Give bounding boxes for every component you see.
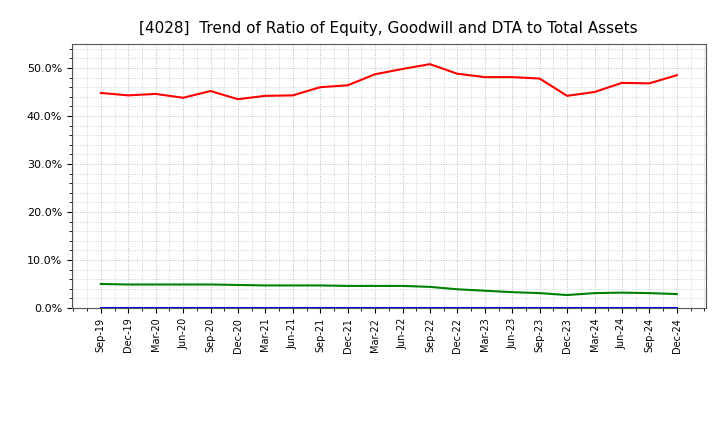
Deferred Tax Assets [206, 282, 215, 287]
Deferred Tax Assets [590, 290, 599, 296]
Equity [672, 73, 681, 78]
Goodwill [536, 305, 544, 311]
Equity [151, 91, 160, 96]
Goodwill [206, 305, 215, 311]
Deferred Tax Assets [124, 282, 132, 287]
Equity [124, 93, 132, 98]
Deferred Tax Assets [343, 283, 352, 289]
Goodwill [426, 305, 434, 311]
Equity [453, 71, 462, 77]
Deferred Tax Assets [151, 282, 160, 287]
Goodwill [398, 305, 407, 311]
Goodwill [233, 305, 242, 311]
Deferred Tax Assets [672, 291, 681, 297]
Deferred Tax Assets [289, 283, 297, 288]
Goodwill [261, 305, 270, 311]
Goodwill [151, 305, 160, 311]
Deferred Tax Assets [563, 293, 572, 298]
Deferred Tax Assets [261, 283, 270, 288]
Goodwill [645, 305, 654, 311]
Deferred Tax Assets [536, 290, 544, 296]
Goodwill [480, 305, 489, 311]
Equity [233, 96, 242, 102]
Deferred Tax Assets [508, 290, 516, 295]
Equity [289, 93, 297, 98]
Line: Equity: Equity [101, 64, 677, 99]
Equity [480, 74, 489, 80]
Title: [4028]  Trend of Ratio of Equity, Goodwill and DTA to Total Assets: [4028] Trend of Ratio of Equity, Goodwil… [140, 21, 638, 36]
Equity [645, 81, 654, 86]
Equity [343, 83, 352, 88]
Equity [398, 66, 407, 72]
Goodwill [618, 305, 626, 311]
Equity [371, 72, 379, 77]
Line: Deferred Tax Assets: Deferred Tax Assets [101, 284, 677, 295]
Goodwill [96, 305, 105, 311]
Deferred Tax Assets [645, 290, 654, 296]
Deferred Tax Assets [398, 283, 407, 289]
Equity [206, 88, 215, 94]
Deferred Tax Assets [618, 290, 626, 295]
Goodwill [590, 305, 599, 311]
Goodwill [124, 305, 132, 311]
Equity [563, 93, 572, 99]
Deferred Tax Assets [371, 283, 379, 289]
Goodwill [371, 305, 379, 311]
Goodwill [179, 305, 187, 311]
Equity [316, 84, 325, 90]
Equity [96, 90, 105, 95]
Equity [590, 89, 599, 95]
Goodwill [672, 305, 681, 311]
Deferred Tax Assets [426, 284, 434, 290]
Goodwill [289, 305, 297, 311]
Goodwill [563, 305, 572, 311]
Equity [618, 80, 626, 85]
Equity [179, 95, 187, 100]
Deferred Tax Assets [316, 283, 325, 288]
Goodwill [343, 305, 352, 311]
Deferred Tax Assets [453, 286, 462, 292]
Equity [508, 74, 516, 80]
Goodwill [316, 305, 325, 311]
Equity [426, 62, 434, 67]
Deferred Tax Assets [179, 282, 187, 287]
Deferred Tax Assets [233, 282, 242, 288]
Equity [261, 93, 270, 99]
Deferred Tax Assets [480, 288, 489, 293]
Goodwill [453, 305, 462, 311]
Deferred Tax Assets [96, 281, 105, 286]
Equity [536, 76, 544, 81]
Goodwill [508, 305, 516, 311]
